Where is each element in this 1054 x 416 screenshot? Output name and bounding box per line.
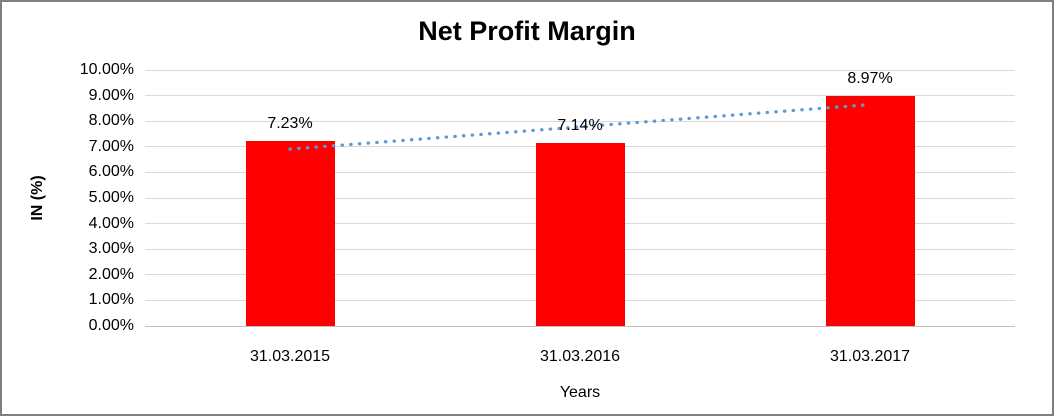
y-tick-label: 3.00% [88, 240, 134, 258]
trendline [288, 102, 872, 151]
y-tick-label: 1.00% [88, 291, 134, 309]
bar-value-label: 7.14% [557, 117, 603, 135]
y-tick-label: 7.00% [88, 137, 134, 155]
y-tick-label: 4.00% [88, 214, 134, 232]
x-tick-label: 31.03.2017 [829, 348, 911, 365]
plot-area: 7.23% 7.14% 8.97% [145, 69, 1015, 327]
bar-value-label: 7.23% [267, 114, 313, 132]
y-tick-label: 10.00% [79, 61, 134, 78]
bar [245, 140, 335, 326]
gridline [145, 69, 1015, 71]
gridline [145, 325, 1015, 327]
y-tick-label: 0.00% [88, 317, 134, 334]
y-tick-label: 8.00% [88, 112, 134, 130]
x-tick-label: 31.03.2016 [539, 348, 621, 365]
bar-value-label: 8.97% [847, 70, 893, 88]
y-tick-label: 9.00% [88, 86, 134, 104]
chart-title: Net Profit Margin [418, 16, 636, 46]
y-tick-label: 6.00% [88, 163, 134, 181]
trendline-path [288, 102, 872, 151]
x-tick-label: 31.03.2015 [249, 348, 331, 365]
x-axis-title: Years [559, 384, 601, 401]
bar [825, 96, 915, 326]
bar [535, 143, 625, 326]
gridline [145, 95, 1015, 97]
gridline [145, 120, 1015, 122]
y-tick-label: 2.00% [88, 265, 134, 283]
y-tick-label: 5.00% [88, 189, 134, 206]
